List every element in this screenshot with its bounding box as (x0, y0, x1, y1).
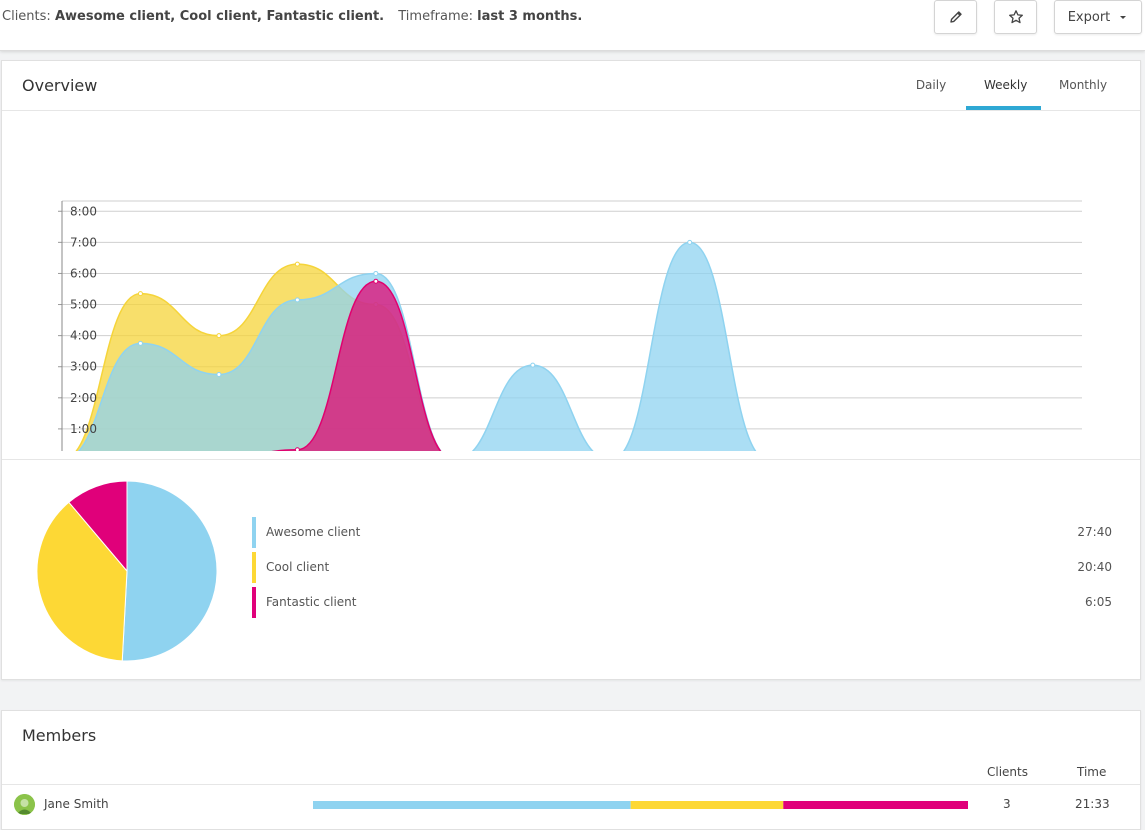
tab-weekly[interactable]: Weekly (966, 61, 1041, 110)
member-time: 21:33 (1075, 797, 1110, 811)
pie-slice-fantastic-client[interactable] (68, 480, 128, 573)
legend-name: Awesome client (266, 525, 361, 539)
pie-slice-awesome-client[interactable] (121, 480, 218, 662)
timeframe-label: Timeframe: (398, 9, 474, 24)
time-column-header: Time (1077, 765, 1107, 779)
avatar (14, 794, 35, 815)
y-tick-label: 6:00 (70, 266, 97, 280)
y-tick-label: 3:00 (70, 360, 97, 374)
clients-value: Awesome client, Cool client, Fantastic c… (54, 9, 385, 24)
export-label: Export (1067, 9, 1111, 25)
line-cool-client (75, 263, 441, 451)
legend-swatch (252, 517, 256, 548)
timeframe-tabs: Daily Weekly Monthly (896, 61, 1116, 110)
data-point[interactable] (530, 362, 536, 368)
legend-name: Cool client (266, 560, 330, 574)
data-point[interactable] (294, 447, 300, 451)
data-point[interactable] (294, 261, 300, 267)
y-tick-label: 4:00 (70, 329, 97, 343)
timeframe-value: last 3 months. (477, 9, 583, 24)
y-tick-label: 2:00 (70, 391, 97, 405)
overview-header-divider (2, 110, 1140, 111)
members-title: Members (22, 726, 97, 745)
legend-item-cool-client: Cool client 20:40 (252, 552, 1112, 583)
y-tick-label: 8:00 (70, 204, 97, 218)
data-point[interactable] (216, 371, 222, 377)
area-fantastic-client (276, 281, 441, 451)
legend-swatch (252, 587, 256, 618)
members-header-divider (2, 784, 1140, 785)
data-point[interactable] (216, 333, 222, 339)
y-tick-label: 7:00 (70, 235, 97, 249)
favorite-button[interactable] (994, 0, 1037, 34)
data-point[interactable] (687, 239, 693, 245)
pie-slice-cool-client[interactable] (36, 501, 128, 662)
y-tick-label: 1:00 (70, 422, 97, 436)
overview-title: Overview (22, 76, 98, 95)
member-name: Jane Smith (44, 797, 109, 811)
member-clients-count: 3 (1003, 797, 1011, 811)
client-legend: Awesome client 27:40 Cool client 20:40 F… (252, 517, 1112, 622)
data-point[interactable] (137, 340, 143, 346)
data-point[interactable] (137, 291, 143, 297)
legend-name: Fantastic client (266, 595, 357, 609)
data-point[interactable] (373, 270, 379, 276)
data-point[interactable] (373, 278, 379, 284)
user-avatar-icon (14, 794, 35, 815)
member-bar-segment (313, 801, 631, 809)
tab-daily[interactable]: Daily (915, 78, 947, 92)
members-card: Members Clients Time Jane Smith 3 21:33 (1, 710, 1141, 830)
legend-value: 27:40 (1077, 525, 1112, 539)
legend-value: 20:40 (1077, 560, 1112, 574)
star-icon (1008, 10, 1023, 24)
legend-value: 6:05 (1085, 595, 1112, 609)
filter-summary: Clients: Awesome client, Cool client, Fa… (2, 9, 582, 24)
edit-button[interactable] (934, 0, 977, 34)
y-tick-label: 5:00 (70, 298, 97, 312)
pencil-icon (949, 11, 962, 23)
clients-label: Clients: (2, 9, 51, 24)
data-point[interactable] (294, 297, 300, 303)
tab-monthly[interactable]: Monthly (1059, 78, 1108, 92)
clients-column-header: Clients (987, 765, 1028, 779)
legend-item-awesome-client: Awesome client 27:40 (252, 517, 1112, 548)
chart-divider (2, 459, 1140, 460)
overview-card: Overview Daily Weekly Monthly 1:00 2:00 3:… (1, 60, 1141, 680)
export-button[interactable]: Export (1054, 0, 1142, 34)
member-time-bar (313, 801, 968, 809)
area-awesome-client (78, 242, 756, 451)
caret-down-icon (1120, 16, 1127, 19)
client-share-pie (36, 480, 218, 662)
line-awesome-client (77, 241, 757, 451)
legend-item-fantastic-client: Fantastic client 6:05 (252, 587, 1112, 618)
weekly-area-chart: 1:002:003:004:005:006:007:008:0021 Jan28… (58, 200, 1082, 451)
filter-bar: Clients: Awesome client, Cool client, Fa… (0, 0, 1145, 51)
member-bar-segment (783, 801, 968, 809)
legend-swatch (252, 552, 256, 583)
member-bar-segment (630, 801, 784, 809)
